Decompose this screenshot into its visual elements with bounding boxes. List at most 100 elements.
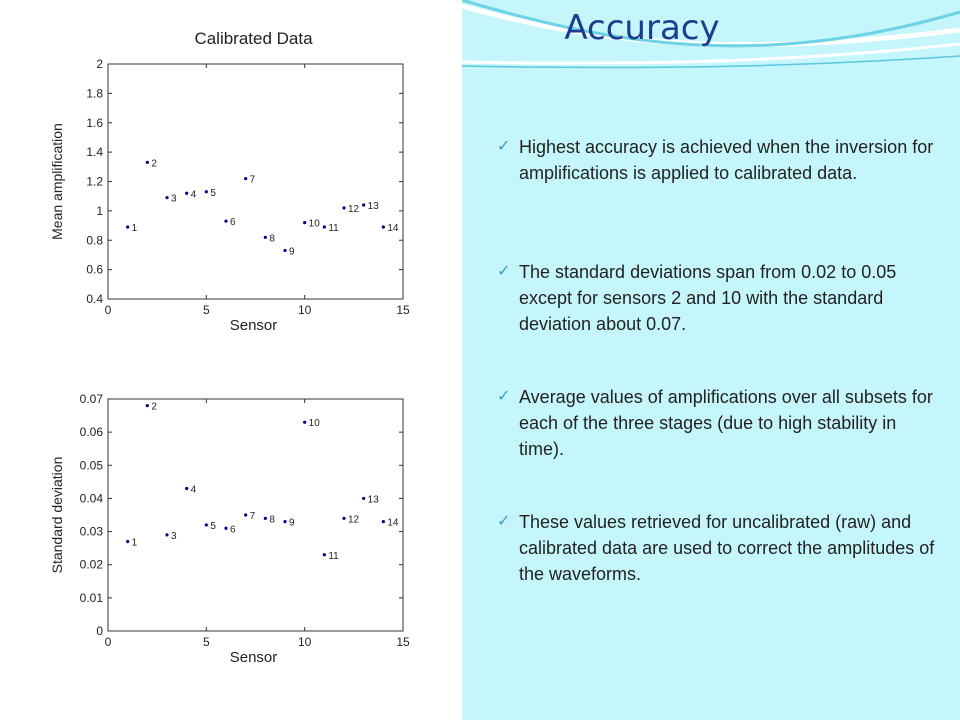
bullet-text: Highest accuracy is achieved when the in… — [519, 137, 934, 183]
point — [126, 225, 130, 229]
point — [263, 235, 267, 239]
point — [165, 196, 169, 200]
point — [381, 225, 385, 229]
x-tick-label: 15 — [396, 635, 410, 649]
point-label: 4 — [191, 484, 197, 495]
point — [126, 539, 130, 544]
point-label: 2 — [151, 158, 157, 169]
point-label: 5 — [210, 188, 216, 199]
point — [145, 160, 149, 165]
point — [322, 553, 326, 557]
point — [244, 176, 248, 181]
point — [145, 404, 149, 408]
y-tick-label: 1.4 — [86, 145, 103, 159]
decoration — [462, 0, 960, 69]
point-label: 9 — [289, 518, 295, 529]
point-label: 10 — [309, 418, 321, 429]
x-tick-label: 0 — [105, 635, 112, 649]
check-icon: ✓ — [497, 138, 511, 155]
point-label: 12 — [348, 204, 360, 215]
point-label: 8 — [269, 233, 275, 244]
charts: Calibrated Data Sensor Mean amplification 0… — [49, 29, 410, 666]
point — [185, 191, 189, 195]
y-tick-label: 0.6 — [86, 263, 103, 277]
point-label: 12 — [348, 514, 360, 525]
y-tick-label: 0.02 — [80, 558, 104, 572]
check-icon: ✓ — [497, 388, 511, 405]
y-tick-label: 1.6 — [86, 116, 103, 130]
point — [263, 516, 267, 520]
x-tick-label: 10 — [298, 303, 312, 317]
y-tick-label: 0.03 — [80, 525, 104, 539]
point-label: 8 — [269, 514, 275, 525]
x-tick-label: 15 — [396, 303, 410, 317]
point-label: 2 — [151, 402, 157, 413]
point-label: 13 — [368, 494, 380, 505]
y-tick-label: 1.2 — [86, 175, 103, 189]
slide-title: Accuracy — [564, 8, 720, 48]
y-axis-label: Standard deviation — [49, 457, 65, 574]
bullet-text: These values retrieved for uncalibrated … — [519, 512, 935, 584]
point — [342, 206, 346, 210]
point — [342, 516, 346, 520]
point — [244, 513, 248, 517]
point — [204, 190, 208, 194]
point-label: 4 — [191, 189, 197, 200]
x-tick-label: 10 — [298, 635, 312, 649]
point-label: 7 — [250, 175, 256, 186]
x-tick-label: 5 — [203, 635, 210, 649]
chart-title: Calibrated Data — [194, 29, 313, 48]
point-label: 3 — [171, 531, 177, 542]
check-icon: ✓ — [497, 263, 511, 280]
point — [224, 219, 228, 223]
point-label: 14 — [387, 223, 399, 234]
point-label: 10 — [309, 219, 321, 230]
point — [224, 526, 228, 530]
plot-frame — [107, 63, 404, 300]
point-label: 13 — [368, 201, 380, 212]
y-tick-label: 0.05 — [80, 458, 104, 472]
point-label: 7 — [250, 511, 256, 522]
y-tick-label: 0.01 — [80, 591, 104, 605]
point-label: 9 — [289, 247, 295, 258]
point-label: 3 — [171, 194, 177, 205]
check-icon: ✓ — [497, 513, 511, 530]
y-tick-label: 0 — [96, 624, 103, 638]
plot-frame — [107, 398, 404, 632]
bullet-text: The standard deviations span from 0.02 t… — [519, 262, 897, 334]
y-tick-label: 0.06 — [80, 425, 104, 439]
point-label: 11 — [328, 551, 339, 562]
bullet-text: Average values of amplifications over al… — [519, 387, 933, 459]
point — [303, 420, 307, 424]
y-tick-label: 0.07 — [80, 392, 104, 406]
point — [165, 533, 169, 537]
point — [362, 203, 366, 207]
y-tick-label: 2 — [96, 57, 103, 71]
x-axis-label: Sensor — [230, 649, 278, 666]
point — [362, 496, 366, 501]
point — [283, 248, 287, 253]
point-label: 1 — [132, 223, 138, 234]
point — [381, 520, 385, 524]
point — [283, 520, 287, 524]
point-label: 11 — [328, 223, 339, 234]
point-label: 1 — [132, 538, 138, 549]
y-tick-label: 0.4 — [86, 292, 103, 306]
point-label: 6 — [230, 524, 236, 535]
y-axis-label: Mean amplification — [49, 123, 65, 240]
point — [303, 221, 307, 225]
x-tick-label: 0 — [105, 303, 112, 317]
y-tick-label: 0.04 — [80, 491, 104, 505]
point-label: 5 — [210, 521, 216, 532]
x-tick-label: 5 — [203, 303, 210, 317]
point-label: 6 — [230, 217, 236, 228]
x-axis-label: Sensor — [230, 317, 278, 334]
point-label: 14 — [387, 518, 399, 529]
y-tick-label: 1.8 — [86, 86, 103, 100]
y-tick-label: 1 — [96, 204, 103, 218]
point — [322, 225, 326, 229]
point — [185, 486, 189, 491]
point — [204, 523, 208, 527]
y-tick-label: 0.8 — [86, 233, 103, 247]
